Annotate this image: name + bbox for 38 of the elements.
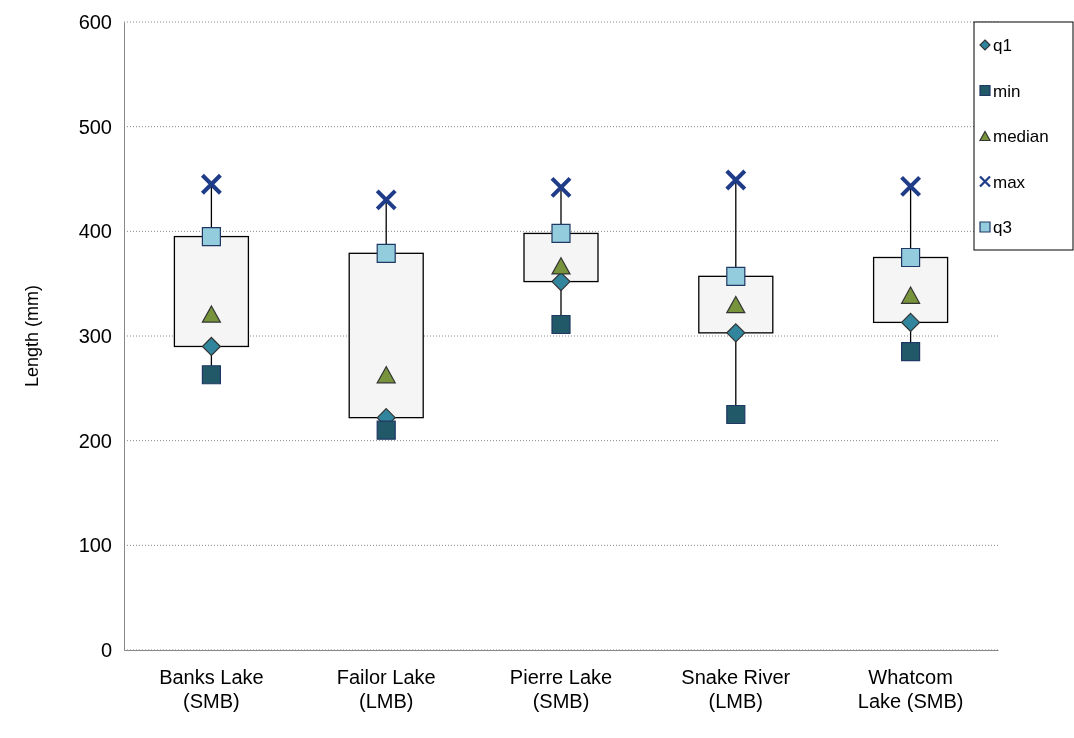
- x-tick-label: Failor Lake (LMB): [336, 666, 436, 712]
- point: [551, 223, 571, 244]
- y-tick-label: 100: [78, 534, 112, 557]
- point: [376, 243, 396, 263]
- point: [201, 226, 221, 247]
- point: [551, 314, 571, 335]
- point: [899, 175, 922, 198]
- point: [201, 365, 221, 385]
- legend-label: q3: [993, 218, 1012, 237]
- point: [376, 366, 396, 384]
- legend-label: q1: [993, 36, 1012, 55]
- x-tick-label: Snake River (LMB): [681, 666, 791, 712]
- point: [375, 188, 398, 211]
- y-tick-label: 500: [78, 115, 112, 138]
- y-tick-label: 0: [100, 638, 112, 661]
- point: [201, 336, 221, 357]
- point: [901, 342, 921, 362]
- x-tick-label: Whatcom Lake (SMB): [857, 666, 964, 712]
- x-tick-label: Banks Lake (SMB): [159, 666, 264, 712]
- x-tick-label: Pierre Lake (SMB): [509, 666, 613, 712]
- point: [376, 420, 396, 440]
- point: [726, 266, 746, 286]
- point: [726, 404, 746, 425]
- legend-label: max: [993, 172, 1026, 192]
- point: [200, 173, 223, 196]
- y-tick-label: 200: [78, 429, 112, 452]
- y-tick-label: 400: [78, 220, 112, 243]
- legend-label: median: [993, 127, 1049, 146]
- point: [201, 305, 221, 323]
- point: [901, 247, 921, 268]
- point: [726, 323, 746, 343]
- y-tick-label: 600: [78, 10, 112, 33]
- y-tick-label: 300: [78, 324, 112, 347]
- legend-label: min: [993, 81, 1021, 101]
- point: [549, 176, 573, 199]
- point: [724, 169, 747, 192]
- y-axis-title: Length (mm): [22, 284, 42, 388]
- point: [901, 312, 921, 332]
